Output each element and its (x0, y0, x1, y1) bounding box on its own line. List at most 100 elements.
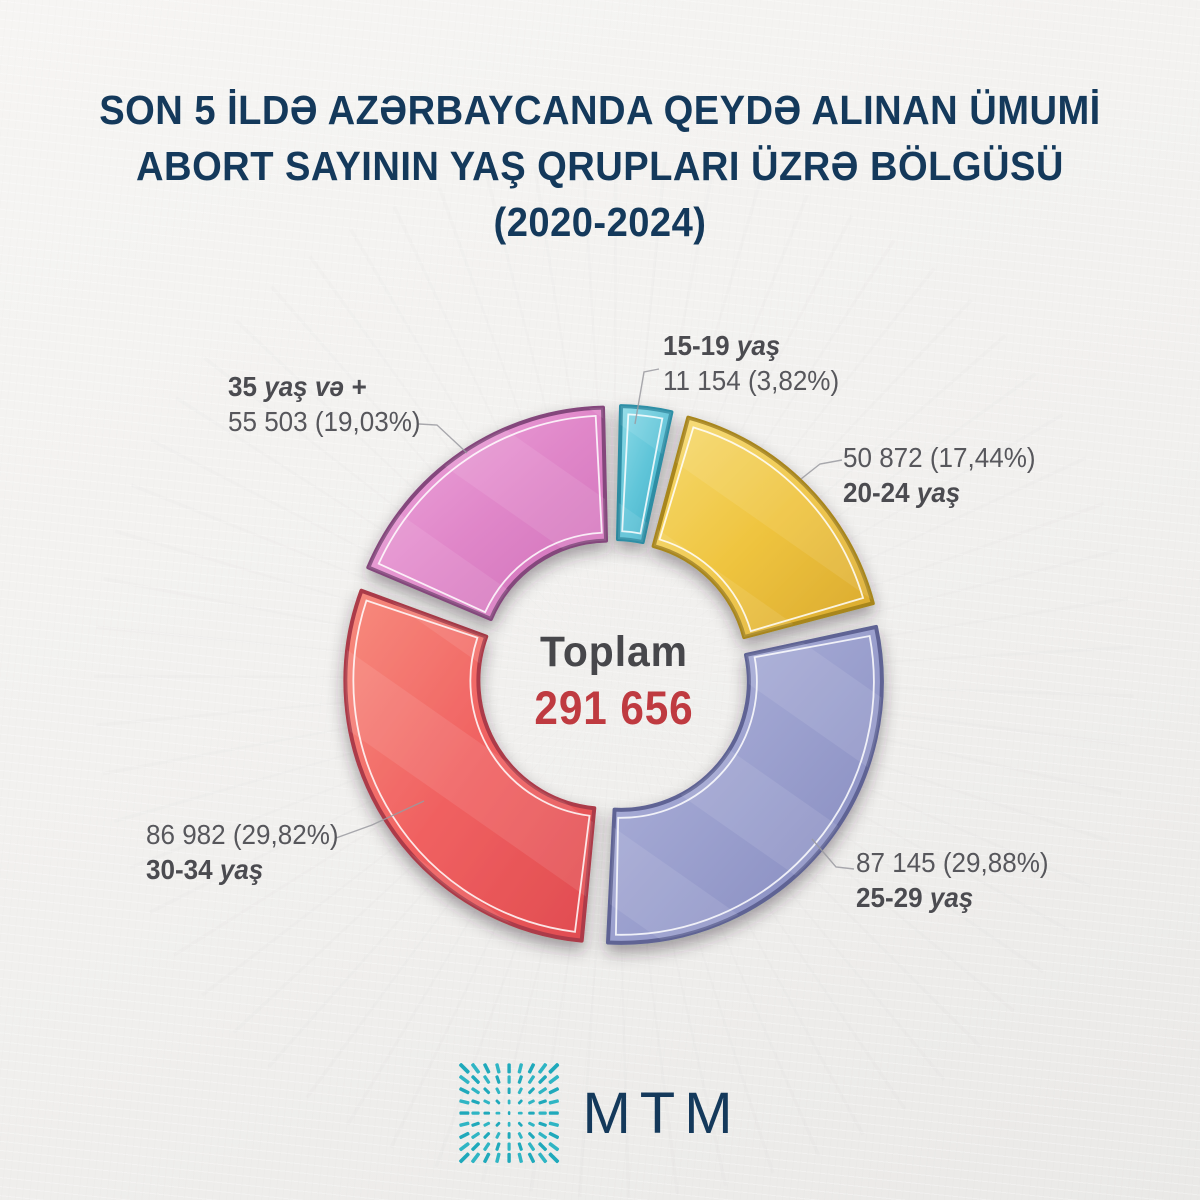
brand-name: MTM (582, 1080, 742, 1146)
logo-dash (528, 1099, 536, 1105)
callout-age-line: 25-29 yaş (856, 882, 974, 913)
logo-dash (483, 1142, 491, 1151)
logo-dash (495, 1087, 501, 1095)
callout-35-plus: 35 yaş və + 55 503 (19,03%) (228, 369, 421, 439)
callout-leader-line (418, 423, 468, 454)
logo-dash (528, 1087, 536, 1095)
callout-value-line: 55 503 (19,03%) (228, 406, 421, 437)
logo-dash (528, 1121, 536, 1127)
logo-dash (508, 1087, 512, 1095)
logo-dash (549, 1099, 560, 1105)
mtm-logo-icon (459, 1063, 560, 1164)
logo-dash (549, 1142, 560, 1152)
logo-dash (508, 1111, 511, 1116)
logo-dash (548, 1152, 560, 1164)
logo-dash (528, 1142, 536, 1151)
title-line-1: SON 5 İLDƏ AZƏRBAYCANDA QEYDƏ ALINAN ÜMU… (99, 87, 1101, 133)
logo-dash (483, 1132, 491, 1139)
logo-dash (518, 1111, 524, 1115)
title-line-2: ABORT SAYININ YAŞ QRUPLARI ÜZRƏ BÖLGÜSÜ (136, 143, 1064, 189)
logo-dash (518, 1121, 524, 1127)
callout-value-line: 86 982 (29,82%) (146, 819, 339, 850)
logo-dash (471, 1152, 481, 1164)
logo-dash (495, 1152, 502, 1163)
donut-segment-20-24-ya- (651, 415, 875, 640)
title-line-3: (2020-2024) (493, 199, 707, 245)
logo-dash (518, 1152, 524, 1163)
logo-dash (483, 1063, 491, 1074)
logo-dash (508, 1121, 511, 1127)
logo-dash (471, 1121, 481, 1127)
logo-dash (459, 1111, 470, 1115)
logo-dash (548, 1063, 560, 1074)
logo-dash (459, 1075, 471, 1085)
logo-dash (528, 1063, 536, 1074)
callout-value-line: 87 145 (29,88%) (856, 847, 1049, 878)
logo-dash (508, 1099, 511, 1105)
logo-dash (459, 1152, 471, 1164)
logo-dash (518, 1132, 524, 1139)
logo-dash (471, 1075, 481, 1084)
logo-dash (528, 1111, 536, 1115)
logo-dash (538, 1063, 548, 1074)
logo-dash (518, 1075, 524, 1084)
logo-dash (459, 1099, 470, 1105)
logo-dash (471, 1131, 481, 1139)
logo-dash (507, 1142, 512, 1151)
logo-dash (549, 1075, 560, 1085)
callout-leader-line (800, 459, 843, 480)
logo-dash (507, 1075, 512, 1084)
center-total-value: 291 656 (534, 681, 694, 734)
logo-dash (459, 1131, 471, 1140)
callout-age-line: 20-24 yaş (843, 477, 961, 508)
logo-dash (483, 1075, 491, 1084)
logo-dash (495, 1111, 501, 1115)
logo-dash (538, 1099, 548, 1105)
logo-dash (549, 1131, 560, 1140)
logo-dash (538, 1087, 548, 1095)
logo-dash (495, 1142, 501, 1151)
logo-dash (471, 1111, 481, 1115)
logo-dash (538, 1121, 548, 1127)
logo-dash (518, 1099, 524, 1105)
logo-dash (507, 1152, 512, 1163)
donut-segment-35-ya-v- (366, 405, 609, 621)
logo-dash (518, 1063, 524, 1074)
callout-age-line: 35 yaş və + (228, 371, 367, 402)
brand-footer: MTM (0, 1062, 1200, 1164)
page-title: SON 5 İLDƏ AZƏRBAYCANDA QEYDƏ ALINAN ÜMU… (42, 82, 1158, 250)
callout-leader-line (811, 838, 855, 870)
logo-dash (459, 1121, 470, 1127)
logo-dash (507, 1063, 512, 1074)
donut-center-label: Toplam 291 656 (452, 628, 776, 735)
callout-age-line: 15-19 yaş (663, 330, 781, 361)
logo-dash (518, 1142, 524, 1151)
logo-dash (471, 1063, 481, 1074)
logo-dash (471, 1099, 481, 1105)
logo-dash (471, 1142, 481, 1152)
callout-value-line: 50 872 (17,44%) (843, 442, 1036, 473)
callout-leader-line (634, 368, 660, 425)
logo-dash (495, 1063, 502, 1074)
logo-dash (495, 1099, 501, 1105)
donut-segment-25-29-ya- (605, 624, 884, 945)
logo-dash (538, 1075, 548, 1084)
callout-20-24: 50 872 (17,44%) 20-24 yaş (843, 440, 1036, 510)
logo-dash (518, 1087, 524, 1095)
callout-15-19: 15-19 yaş 11 154 (3,82%) (663, 328, 839, 398)
logo-dash (538, 1131, 548, 1139)
logo-dash (459, 1063, 471, 1074)
logo-dash (538, 1111, 548, 1115)
logo-dash (495, 1075, 501, 1084)
logo-dash (528, 1152, 536, 1164)
callout-value-line: 11 154 (3,82%) (663, 365, 840, 396)
logo-dash (483, 1099, 491, 1105)
callout-30-34: 86 982 (29,82%) 30-34 yaş (146, 817, 339, 887)
logo-dash (495, 1132, 501, 1139)
logo-dash (459, 1087, 471, 1095)
logo-dash (483, 1087, 491, 1095)
logo-dash (508, 1132, 512, 1139)
logo-dash (471, 1087, 481, 1095)
callout-25-29: 87 145 (29,88%) 25-29 yaş (856, 845, 1049, 915)
